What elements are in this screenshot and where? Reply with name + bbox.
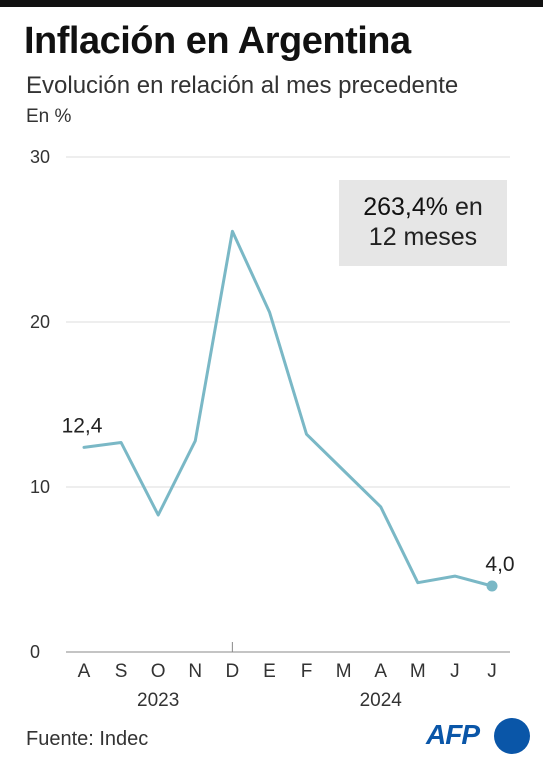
afp-logo-dot [494,718,530,754]
x-tick-label: N [188,661,202,682]
callout-line2: 12 meses [368,223,478,251]
data-label: 4,0 [485,553,514,576]
top-rule [0,0,543,7]
x-tick-label: D [225,661,239,682]
line-chart: 0 10 20 30 A S O N D E F M A M J J 2023 2024 12,4 4,0 [30,147,515,711]
chart-subtitle: Evolución en relación al mes precedente [26,72,459,99]
y-tick-label-30: 30 [30,147,50,167]
x-tick-label: O [151,661,166,682]
gridlines [66,156,510,488]
series-line [82,229,494,588]
x-axis: A S O N D E F M A M J J 2023 2024 [66,642,510,711]
y-tick-label-10: 10 [30,477,50,497]
x-tick-label: A [374,661,387,682]
source-note: Fuente: Indec [26,728,149,750]
x-tick-label: F [301,661,313,682]
chart-title: Inflación en Argentina [24,20,411,62]
x-tick-label: J [487,661,497,682]
x-tick-label: A [78,661,91,682]
x-tick-label: M [336,661,352,682]
data-label: 12,4 [62,414,103,437]
y-axis-ticks: 0 10 20 30 [30,147,50,662]
afp-logo: AFP [426,716,530,756]
y-tick-label-20: 20 [30,312,50,332]
callout-value: 263,4% [363,193,449,221]
unit-label: En % [26,106,72,127]
series-end-point [486,580,498,592]
x-tick-label: J [450,661,460,682]
inflation-series [82,229,498,592]
x-tick-label: S [115,661,128,682]
year-label-2024: 2024 [360,690,403,711]
x-tick-label: E [263,661,276,682]
afp-logo-text: AFP [426,719,480,750]
data-labels: 12,4 4,0 [62,414,515,576]
callout-suffix: en [448,193,483,221]
year-label-2023: 2023 [137,690,179,711]
y-tick-label-0: 0 [30,642,40,662]
x-tick-label: M [410,661,426,682]
annual-inflation-callout: 263,4% en 12 meses [339,180,507,266]
